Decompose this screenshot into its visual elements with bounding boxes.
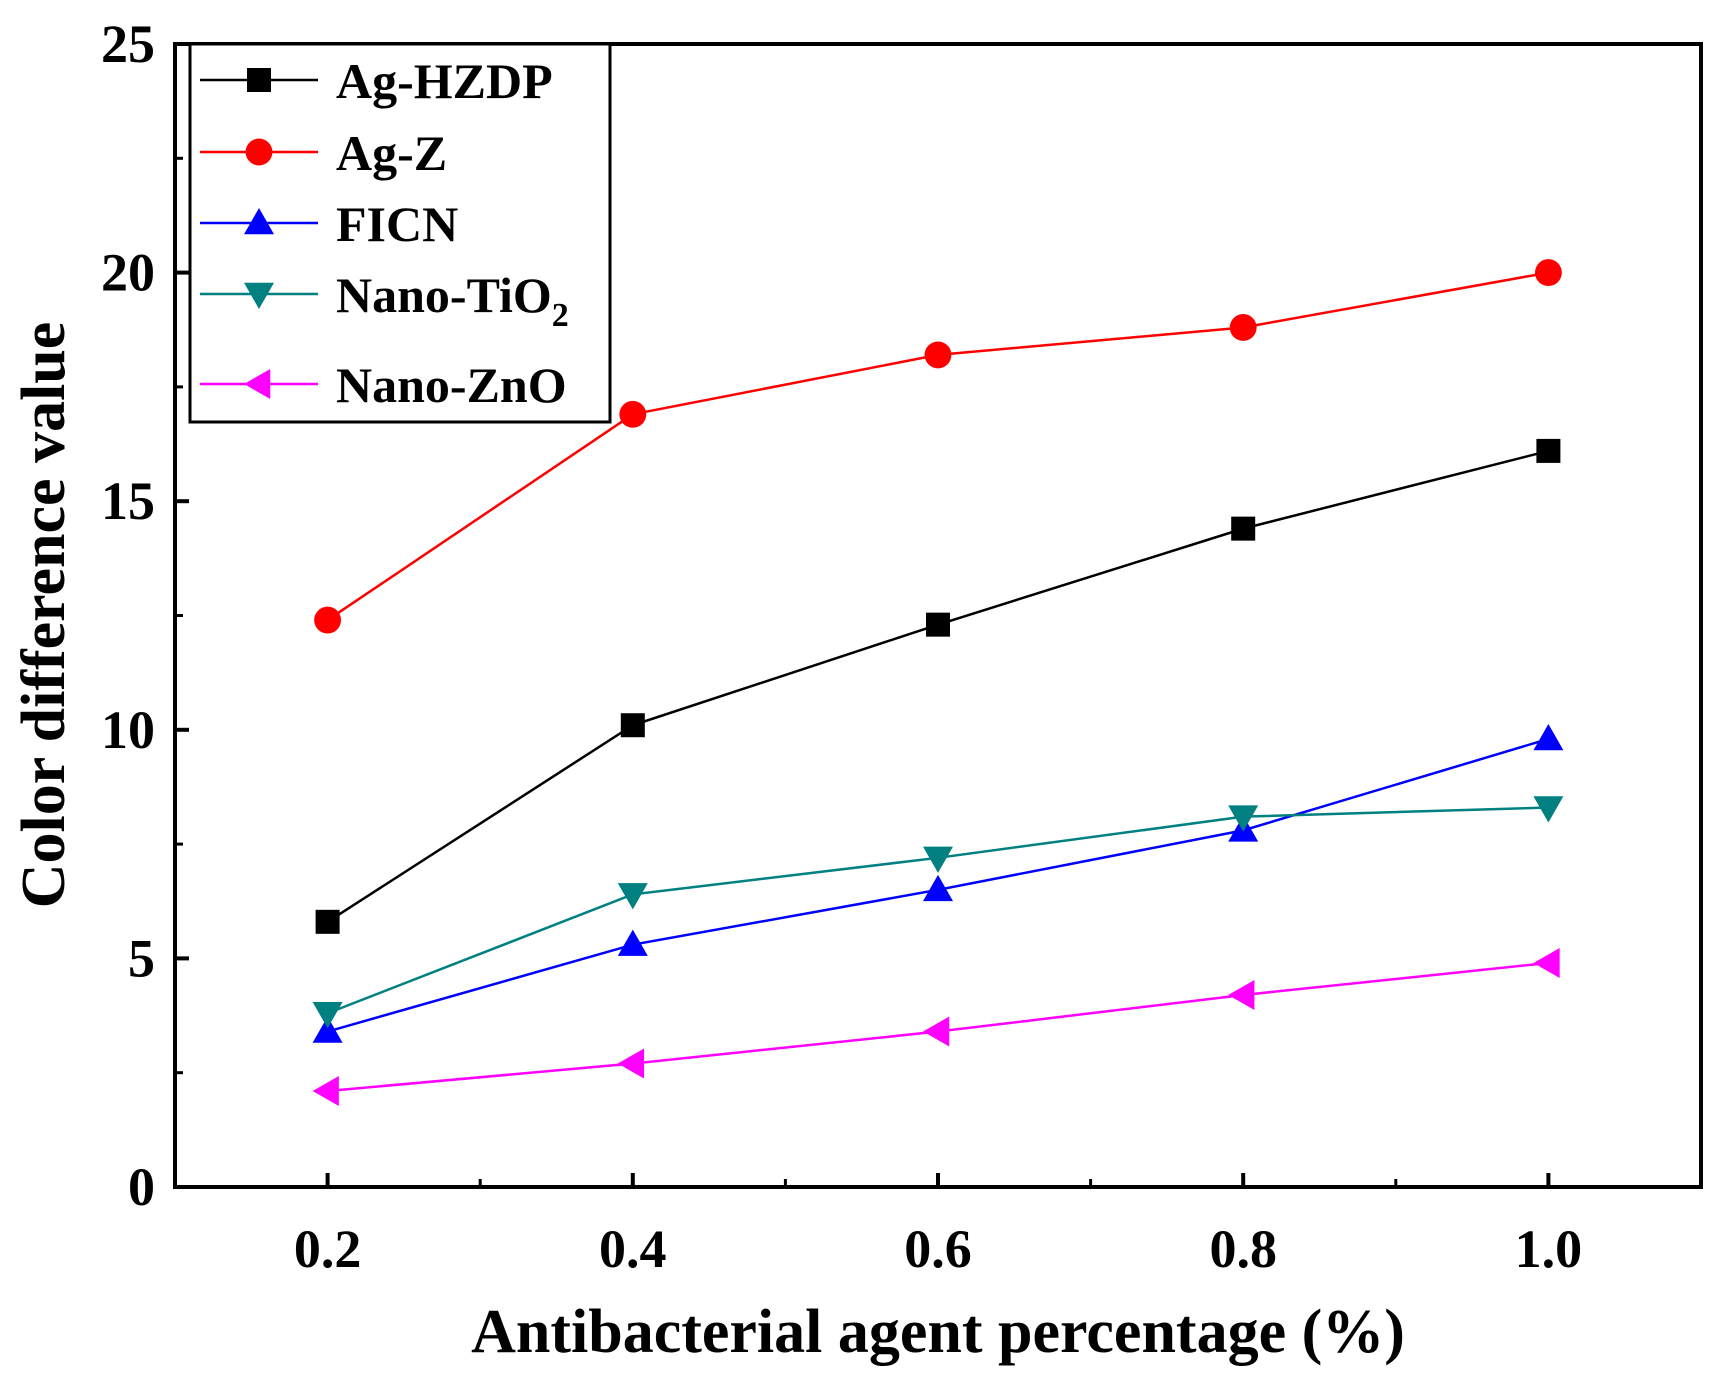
data-point — [1228, 805, 1259, 832]
legend-label-subscript: 2 — [552, 297, 569, 334]
legend-marker — [244, 282, 274, 309]
data-point — [617, 883, 648, 910]
data-point — [314, 606, 342, 634]
data-point — [1534, 259, 1562, 287]
legend-label: Ag-Z — [336, 125, 447, 181]
x-tick-label: 1.0 — [1515, 1219, 1583, 1279]
legend-marker — [244, 369, 271, 399]
legend-label: Nano-ZnO — [336, 357, 567, 413]
y-axis-title: Color difference value — [10, 322, 78, 909]
data-point — [1228, 979, 1255, 1010]
data-point — [315, 909, 340, 934]
y-tick-label: 15 — [101, 471, 155, 531]
legend-marker — [247, 68, 271, 92]
axis-ticks: 0 5 10 15 20 25 0.2 0.4 0.6 0.8 1.0 — [101, 14, 1703, 1279]
data-point — [1533, 796, 1564, 823]
data-point — [619, 400, 647, 428]
data-point — [923, 846, 953, 873]
series-layer — [312, 259, 1564, 1106]
legend-label: Nano-TiO2 — [336, 267, 569, 334]
data-point — [923, 874, 953, 902]
y-tick-label: 0 — [128, 1157, 155, 1217]
x-tick-label: 0.6 — [904, 1219, 972, 1279]
y-tick-label: 5 — [128, 928, 155, 988]
data-point — [312, 1002, 343, 1029]
x-tick-label: 0.8 — [1209, 1219, 1277, 1279]
legend-label: Ag-HZDP — [336, 53, 553, 109]
data-point — [312, 1075, 339, 1106]
x-tick-label: 0.4 — [599, 1219, 667, 1279]
data-point — [617, 1048, 645, 1079]
legend: Ag-HZDP Ag-Z FICN Nano-TiO2 Nano-ZnO — [188, 42, 612, 424]
data-point — [1533, 947, 1560, 978]
y-tick-label: 20 — [101, 243, 155, 303]
data-point — [926, 612, 950, 637]
data-point — [923, 1016, 950, 1047]
data-point — [924, 341, 952, 369]
legend-marker — [245, 138, 273, 166]
x-axis-title: Antibacterial agent percentage (%) — [471, 1298, 1405, 1366]
data-point — [1536, 438, 1561, 463]
data-point — [620, 713, 645, 738]
y-tick-label: 10 — [101, 700, 155, 760]
data-point — [1229, 314, 1257, 341]
y-tick-label: 25 — [101, 14, 155, 74]
x-tick-label: 0.2 — [294, 1219, 362, 1279]
data-point — [617, 929, 648, 956]
data-point — [312, 1016, 343, 1043]
data-point — [1231, 516, 1256, 541]
legend-marker — [244, 208, 274, 235]
data-point — [1533, 723, 1564, 751]
legend-label: FICN — [336, 196, 458, 252]
